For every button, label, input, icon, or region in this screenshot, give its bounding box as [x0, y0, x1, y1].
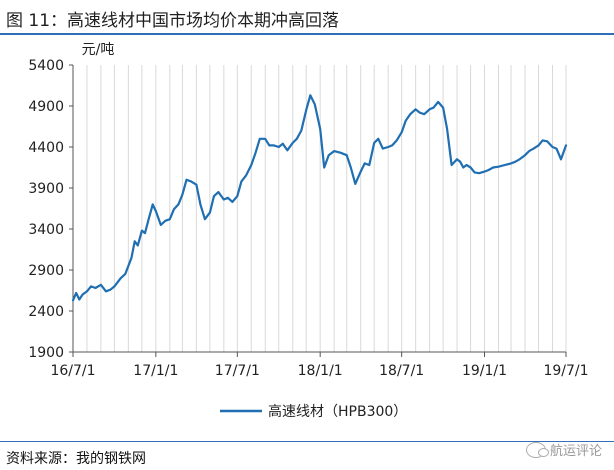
- source-note: 资料来源：我的钢铁网: [6, 451, 146, 467]
- grid-lines: [72, 65, 567, 352]
- x-tick-label: 17/1/1: [133, 363, 178, 379]
- series-line: [71, 94, 568, 302]
- y-tick-label: 4900: [28, 99, 64, 115]
- y-tick-label: 3400: [28, 222, 64, 238]
- watermark: 航运评论: [525, 440, 602, 459]
- x-tick-label: 19/1/1: [462, 363, 507, 379]
- series-layer: [71, 94, 568, 302]
- x-tick-label: 18/1/1: [298, 363, 343, 379]
- wechat-icon: [525, 441, 549, 458]
- watermark-text: 航运评论: [549, 444, 602, 459]
- y-tick-label: 2900: [28, 263, 64, 279]
- figure-title: 图 11：高速线材中国市场均价本期冲高回落: [6, 11, 340, 31]
- x-tick-labels: 16/7/1 17/1/1 17/7/1 18/1/1 18/7/1 19/1/1 19/7…: [50, 363, 588, 379]
- title-rule: [0, 33, 614, 35]
- y-tick-label: 3900: [28, 181, 64, 197]
- y-axis-label: 元/吨: [82, 42, 115, 58]
- footer-rule: [0, 441, 614, 442]
- y-tick-label: 1900: [28, 345, 64, 361]
- x-tick-label: 19/7/1: [543, 363, 588, 379]
- y-tick-label: 2400: [28, 304, 64, 320]
- x-tick-label: 18/7/1: [379, 363, 424, 379]
- x-tick-label: 16/7/1: [50, 363, 95, 379]
- line-chart: 元/吨 1900 2400 2900 3400 3900 4400 4900 5400 16/…: [28, 42, 588, 420]
- y-tick-label: 5400: [28, 58, 64, 74]
- y-tick-labels: 1900 2400 2900 3400 3900 4400 4900 5400: [28, 58, 64, 361]
- legend: 高速线材（HPB300）: [220, 403, 407, 420]
- x-tick-label: 17/7/1: [215, 363, 260, 379]
- axes: [69, 64, 567, 357]
- y-tick-label: 4400: [28, 140, 64, 156]
- legend-label: 高速线材（HPB300）: [268, 403, 407, 420]
